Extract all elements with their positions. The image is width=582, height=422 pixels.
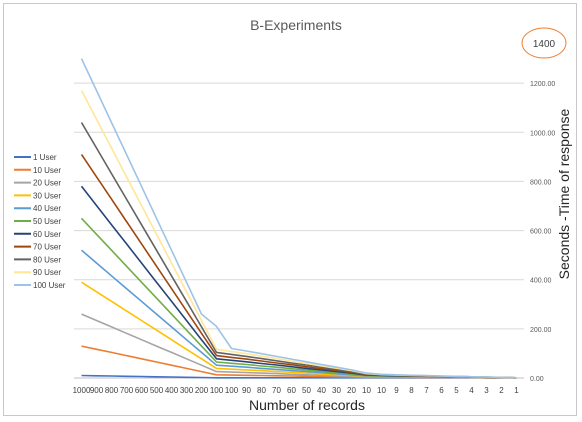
x-tick-label: 80	[257, 386, 266, 395]
legend: 1 User 10 User 20 User 30 User 40 User 50 Use…	[14, 153, 66, 290]
y-tick-label: 1000.00	[530, 130, 555, 137]
legend-label: 100 User	[33, 281, 66, 290]
legend-item: 20 User	[14, 179, 61, 188]
callout-label: 1400	[533, 39, 556, 50]
legend-item: 80 User	[14, 255, 61, 264]
legend-item: 1 User	[14, 153, 57, 162]
x-axis-label: Number of records	[249, 397, 365, 413]
series-line-100-user	[80, 58, 517, 379]
x-tick-label: 900	[90, 386, 104, 395]
x-tick-label: 4	[469, 386, 474, 395]
x-tick-label: 5	[454, 386, 459, 395]
x-tick-label: 10	[377, 386, 386, 395]
legend-label: 50 User	[33, 217, 61, 226]
legend-label: 80 User	[33, 255, 61, 264]
legend-label: 1 User	[33, 153, 57, 162]
x-tick-label: 50	[302, 386, 311, 395]
legend-label: 90 User	[33, 268, 61, 277]
y-tick-labels: 0.00 200.00 400.00 600.00 800.00 1000.00 1200.…	[530, 81, 555, 383]
legend-label: 70 User	[33, 243, 61, 252]
x-tick-label: 20	[347, 386, 356, 395]
x-tick-label: 40	[317, 386, 326, 395]
chart-title: B-Experiments	[250, 17, 342, 33]
x-tick-label: 3	[484, 386, 489, 395]
y-axis-label: Seconds -Time of response	[556, 108, 572, 279]
legend-label: 20 User	[33, 179, 61, 188]
legend-label: 40 User	[33, 204, 61, 213]
x-tick-label: 70	[272, 386, 281, 395]
legend-label: 30 User	[33, 191, 61, 200]
x-tick-label: 10	[362, 386, 371, 395]
legend-item: 70 User	[14, 243, 61, 252]
series-line-50-user	[80, 217, 517, 379]
x-tick-label: 200	[195, 386, 209, 395]
y-tick-label: 800.00	[530, 179, 552, 186]
x-tick-label: 1	[514, 386, 519, 395]
chart-frame: 0.00 200.00 400.00 600.00 800.00 1000.00 1200.…	[3, 3, 577, 416]
x-tick-label: 90	[242, 386, 251, 395]
legend-item: 10 User	[14, 166, 61, 175]
x-tick-label: 9	[394, 386, 399, 395]
legend-item: 90 User	[14, 268, 61, 277]
legend-item: 50 User	[14, 217, 61, 226]
x-tick-label: 700	[120, 386, 134, 395]
x-tick-label: 7	[424, 386, 429, 395]
legend-item: 40 User	[14, 204, 61, 213]
series-lines	[80, 58, 517, 379]
x-tick-label: 8	[409, 386, 414, 395]
legend-item: 100 User	[14, 281, 66, 290]
x-tick-label: 1000	[73, 386, 91, 395]
x-tick-label: 100	[225, 386, 239, 395]
x-tick-label: 100	[210, 386, 224, 395]
legend-label: 10 User	[33, 166, 61, 175]
y-tick-label: 200.00	[530, 327, 552, 334]
series-line-70-user	[80, 153, 517, 379]
x-tick-label: 800	[105, 386, 119, 395]
x-tick-label: 600	[135, 386, 149, 395]
x-tick-label: 300	[180, 386, 194, 395]
gridlines	[74, 82, 524, 379]
legend-label: 60 User	[33, 230, 61, 239]
legend-item: 60 User	[14, 230, 61, 239]
series-line-80-user	[80, 122, 517, 379]
y-tick-label: 400.00	[530, 278, 552, 285]
y-tick-label: 1200.00	[530, 81, 555, 88]
x-tick-label: 60	[287, 386, 296, 395]
x-tick-labels: 1000 900 800 700 600 500 400 300 200 100 100 90 80 70…	[73, 386, 520, 395]
x-tick-label: 6	[439, 386, 444, 395]
x-tick-label: 2	[499, 386, 504, 395]
x-tick-label: 400	[165, 386, 179, 395]
y-tick-label: 600.00	[530, 229, 552, 236]
line-chart: 0.00 200.00 400.00 600.00 800.00 1000.00 1200.…	[14, 17, 572, 413]
y-tick-label: 0.00	[530, 376, 544, 383]
x-tick-label: 30	[332, 386, 341, 395]
callout-ellipse	[521, 27, 567, 59]
x-tick-label: 500	[150, 386, 164, 395]
legend-item: 30 User	[14, 191, 61, 200]
